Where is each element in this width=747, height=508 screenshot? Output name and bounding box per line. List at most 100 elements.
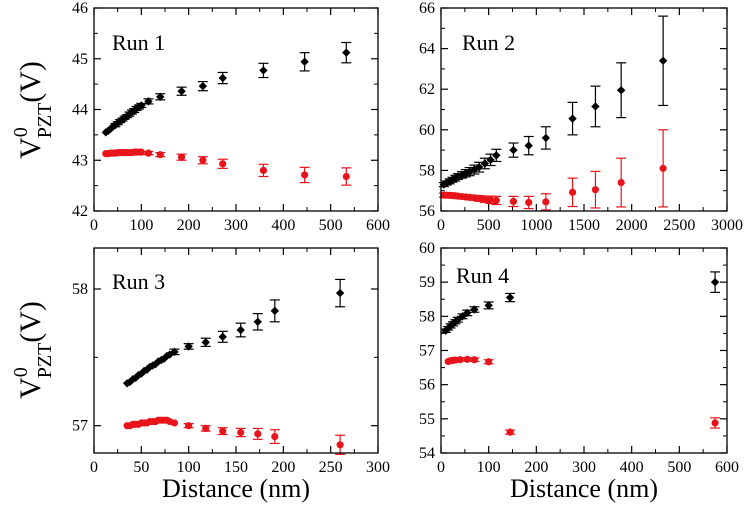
data-point-red bbox=[185, 422, 193, 430]
data-point-black bbox=[144, 97, 153, 106]
panel-run-4-marks: 0 100 200 300 400 500 600 54 55 56 57 58 59 60 bbox=[419, 240, 739, 476]
data-point-black bbox=[524, 141, 533, 150]
y-axis-title-bottom-subscript: PZT bbox=[34, 343, 56, 379]
data-point-red bbox=[137, 148, 145, 156]
x-tick-label: 0 bbox=[90, 217, 98, 234]
data-point-red bbox=[202, 424, 210, 432]
x-axis-title-left: Distance (nm) bbox=[162, 474, 310, 503]
panel-run-4-frame bbox=[440, 247, 728, 454]
y-axis-title-bottom: V0 PZT(V) bbox=[10, 301, 56, 399]
data-point-red bbox=[336, 441, 344, 449]
y-axis-title-top-main: V bbox=[14, 137, 47, 159]
data-point-black bbox=[137, 101, 146, 110]
data-point-black bbox=[457, 170, 467, 180]
data-point-black bbox=[142, 365, 152, 374]
data-point-red bbox=[177, 153, 186, 161]
x-tick-label: 1000 bbox=[520, 217, 552, 234]
data-point-black bbox=[616, 86, 626, 95]
x-tick-label: 1500 bbox=[568, 217, 600, 234]
data-point-red bbox=[485, 358, 493, 366]
data-point-red bbox=[301, 171, 309, 179]
y-tick-label: 64 bbox=[419, 41, 435, 58]
y-tick-label: 66 bbox=[419, 0, 435, 17]
data-point-red bbox=[456, 356, 464, 364]
x-tick-label: 0 bbox=[437, 217, 445, 234]
y-tick-label: 57 bbox=[72, 418, 88, 435]
data-point-black bbox=[335, 288, 345, 298]
y-axis-title-bottom-text: V0 PZT(V) bbox=[10, 301, 56, 399]
data-point-black bbox=[104, 126, 113, 136]
data-point-black bbox=[218, 73, 227, 83]
panel-run-2-title: Run 2 bbox=[462, 30, 515, 55]
data-point-red bbox=[525, 198, 533, 207]
data-point-black bbox=[710, 277, 720, 287]
data-point-red bbox=[659, 164, 667, 172]
x-tick-label: 500 bbox=[319, 217, 343, 234]
data-point-red bbox=[170, 419, 179, 427]
data-point-red bbox=[237, 428, 245, 437]
x-tick-label: 300 bbox=[366, 459, 390, 476]
data-point-black bbox=[106, 124, 115, 133]
data-point-red bbox=[259, 166, 268, 174]
panel-run-2: 0 500 1000 1500 2000 2500 3000 56 58 60 62 64 66 Run… bbox=[419, 0, 743, 234]
y-tick-label: 45 bbox=[72, 51, 88, 68]
data-point-red bbox=[271, 433, 279, 441]
panel-run-1-title: Run 1 bbox=[112, 30, 165, 55]
data-point-black bbox=[218, 332, 227, 342]
data-point-black bbox=[445, 177, 454, 186]
data-point-red bbox=[542, 198, 550, 206]
data-point-black bbox=[170, 347, 179, 357]
y-tick-label: 62 bbox=[419, 81, 435, 98]
data-point-red bbox=[156, 151, 164, 159]
data-point-red bbox=[509, 197, 518, 206]
panel-run-2-marks: 0 500 1000 1500 2000 2500 3000 56 58 60 62 64 66 bbox=[419, 0, 743, 234]
y-axis-title-bottom-main: V bbox=[14, 377, 47, 399]
x-tick-label: 3000 bbox=[711, 217, 743, 234]
data-point-red bbox=[711, 419, 719, 427]
data-point-black bbox=[259, 66, 268, 75]
y-tick-label: 56 bbox=[419, 377, 435, 394]
y-axis-title-top-subscript: PZT bbox=[34, 103, 56, 139]
x-tick-label: 300 bbox=[572, 459, 596, 476]
x-tick-label: 100 bbox=[477, 459, 501, 476]
y-tick-label: 58 bbox=[419, 308, 435, 325]
data-point-red bbox=[568, 188, 577, 196]
y-axis-title-top-text: V0 PZT(V) bbox=[10, 61, 56, 159]
data-point-black bbox=[201, 338, 210, 347]
data-point-black bbox=[568, 114, 577, 123]
y-axis-title-top-superscript: 0 bbox=[10, 127, 32, 137]
y-tick-label: 42 bbox=[72, 203, 88, 220]
panel-run-3-frame bbox=[93, 247, 379, 454]
y-tick-label: 60 bbox=[419, 122, 435, 139]
data-point-black bbox=[509, 145, 518, 155]
x-axis-title-right: Distance (nm) bbox=[510, 474, 658, 503]
y-tick-label: 56 bbox=[419, 203, 435, 220]
x-tick-label: 400 bbox=[271, 217, 295, 234]
x-tick-label: 0 bbox=[90, 459, 98, 476]
x-tick-label: 0 bbox=[437, 459, 445, 476]
data-point-red bbox=[486, 196, 495, 204]
y-tick-label: 60 bbox=[419, 240, 435, 257]
data-point-black bbox=[484, 301, 493, 310]
x-tick-label: 150 bbox=[224, 459, 248, 476]
data-point-black bbox=[156, 92, 165, 102]
data-point-black bbox=[342, 48, 351, 57]
y-tick-label: 59 bbox=[419, 274, 435, 291]
x-tick-label: 2000 bbox=[616, 217, 648, 234]
panel-run-2-frame bbox=[440, 7, 728, 212]
data-point-red bbox=[492, 196, 500, 205]
x-tick-label: 100 bbox=[129, 217, 153, 234]
x-tick-label: 200 bbox=[524, 459, 548, 476]
data-point-red bbox=[591, 186, 600, 194]
x-tick-label: 400 bbox=[620, 459, 644, 476]
data-point-red bbox=[470, 356, 478, 364]
x-tick-label: 500 bbox=[477, 217, 501, 234]
data-point-red bbox=[463, 355, 471, 363]
x-tick-label: 50 bbox=[133, 459, 149, 476]
panel-run-1-frame bbox=[93, 7, 379, 212]
y-tick-label: 46 bbox=[72, 0, 88, 17]
y-tick-label: 54 bbox=[419, 445, 435, 462]
data-point-black bbox=[658, 56, 668, 65]
panel-run-1-marks: 0 100 200 300 400 500 600 42 43 44 45 46 bbox=[72, 0, 390, 234]
